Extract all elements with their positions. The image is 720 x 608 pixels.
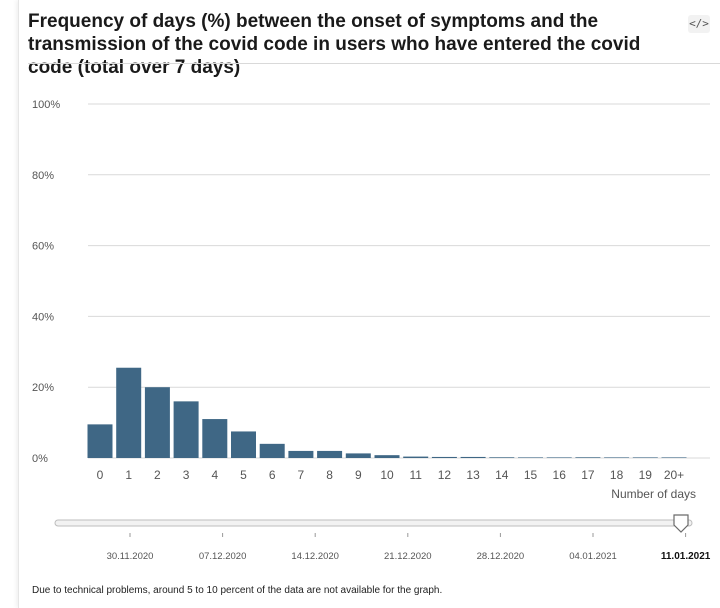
x-tick-label: 10	[380, 468, 394, 482]
y-tick-label: 0%	[32, 453, 48, 465]
bar[interactable]	[116, 367, 142, 458]
bar[interactable]	[144, 387, 170, 458]
x-tick-label: 1	[125, 468, 132, 482]
time-slider-track[interactable]	[54, 519, 693, 527]
bar[interactable]	[202, 419, 228, 458]
slider-date-label[interactable]: 07.12.2020	[199, 551, 247, 562]
slider-date-label[interactable]: 14.12.2020	[291, 551, 339, 562]
x-tick-label: 7	[298, 468, 305, 482]
slider-date-label[interactable]: 11.01.2021	[661, 551, 711, 562]
y-tick-label: 100%	[32, 99, 60, 111]
x-tick-label: 20+	[664, 468, 684, 482]
x-tick-label: 6	[269, 468, 276, 482]
x-tick-label: 18	[610, 468, 624, 482]
title-divider	[28, 63, 720, 64]
y-tick-label: 60%	[32, 241, 54, 253]
slider-date-label[interactable]: 21.12.2020	[384, 551, 432, 562]
bar[interactable]	[546, 457, 572, 458]
x-tick-label: 4	[211, 468, 218, 482]
bar[interactable]	[345, 453, 371, 458]
bar[interactable]	[604, 457, 630, 458]
bar[interactable]	[518, 457, 543, 458]
bar[interactable]	[231, 431, 256, 458]
chart-title: Frequency of days (%) between the onset …	[28, 11, 641, 78]
y-tick-label: 20%	[32, 382, 54, 394]
x-tick-label: 14	[495, 468, 509, 482]
x-tick-label: 8	[326, 468, 333, 482]
x-tick-label: 13	[466, 468, 480, 482]
x-tick-label: 5	[240, 468, 247, 482]
bar[interactable]	[87, 424, 113, 458]
bar[interactable]	[403, 456, 429, 458]
slider-handle[interactable]	[673, 514, 689, 533]
x-tick-label: 3	[183, 468, 190, 482]
x-tick-label: 9	[355, 468, 362, 482]
bar[interactable]	[489, 457, 515, 458]
bar[interactable]	[460, 456, 486, 458]
x-tick-label: 12	[438, 468, 452, 482]
bar[interactable]	[575, 457, 601, 458]
slider-date-label[interactable]: 28.12.2020	[477, 551, 525, 562]
bar[interactable]	[259, 443, 285, 458]
bar[interactable]	[661, 457, 687, 458]
bar[interactable]	[632, 457, 658, 458]
y-tick-label: 80%	[32, 170, 54, 182]
bar[interactable]	[374, 455, 400, 458]
slider-date-label[interactable]: 04.01.2021	[569, 551, 617, 562]
embed-code-icon[interactable]: </>	[688, 15, 710, 33]
x-tick-label: 0	[97, 468, 104, 482]
x-tick-label: 15	[524, 468, 538, 482]
slider-date-label[interactable]: 30.11.2020	[107, 551, 154, 562]
x-tick-label: 16	[553, 468, 567, 482]
x-tick-label: 17	[581, 468, 595, 482]
y-tick-label: 40%	[32, 311, 54, 323]
x-tick-label: 2	[154, 468, 161, 482]
footnote: Due to technical problems, around 5 to 1…	[32, 585, 443, 596]
x-axis-title: Number of days	[611, 487, 696, 501]
chart-card	[18, 0, 720, 608]
bar[interactable]	[431, 456, 457, 458]
bar[interactable]	[173, 401, 199, 458]
bar[interactable]	[317, 450, 343, 458]
x-tick-label: 11	[409, 468, 422, 482]
bar[interactable]	[288, 450, 314, 458]
x-tick-label: 19	[639, 468, 653, 482]
